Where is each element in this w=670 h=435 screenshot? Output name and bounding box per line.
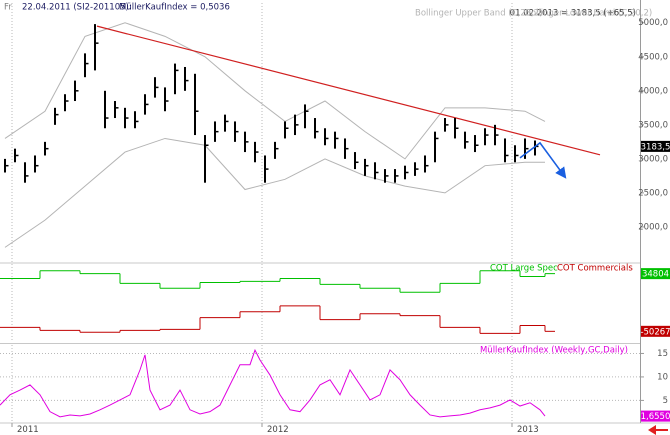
legend-entry: COT Commercials (557, 264, 633, 274)
trend-line (96, 25, 601, 156)
last-value-label: 1,6550 (641, 412, 670, 422)
bollinger-band (4, 137, 545, 248)
header-text: 22.04.2011 (SI2-201105): (22, 3, 132, 13)
last-value-box (641, 268, 670, 280)
legend-entry: MüllerKaufIndex (Weekly,GC,Daily) (480, 346, 628, 356)
last-value-box (641, 325, 670, 337)
y-tick-label: 10 (657, 372, 668, 382)
x-tick-label: 2012 (267, 425, 289, 435)
last-value-label: 34804 (642, 270, 669, 280)
last-value-label: -50267 (640, 327, 670, 337)
x-tick-label: 2013 (517, 425, 539, 435)
y-tick-label: 2000,0 (638, 222, 668, 232)
last-value-label: 3183,5 (641, 142, 670, 152)
y-tick-label: 4500,0 (638, 52, 668, 62)
last-value-box (641, 140, 670, 152)
y-tick-label: 15 (657, 349, 668, 359)
y-tick-label: 3000,0 (638, 154, 668, 164)
legend-entry: COT Large Spec (490, 264, 558, 274)
header-indicator: MüllerKaufIndex = 0,5036 (119, 3, 230, 13)
x-tick-label: 2011 (17, 425, 39, 435)
indicator-line (0, 348, 546, 418)
y-tick-label: 2500,0 (638, 188, 668, 198)
forecast-arrow (519, 141, 567, 179)
y-tick-label: 5 (663, 396, 668, 406)
y-tick-label: 4000,0 (638, 86, 668, 96)
scroll-icon[interactable] (648, 425, 668, 435)
last-value-box (641, 410, 670, 422)
legend-entry: Bollinger Upper Band (C,20,2) (415, 9, 542, 19)
header-day: Fr (4, 3, 12, 13)
y-tick-label: 5000,0 (638, 18, 668, 28)
y-tick-label: 3500,0 (638, 120, 668, 130)
legend-entry: Bollinger Lower Band (C,20,2) (525, 9, 652, 19)
header-quote: 01.02.2013 = 3183,5 (+65,5) (510, 9, 636, 19)
